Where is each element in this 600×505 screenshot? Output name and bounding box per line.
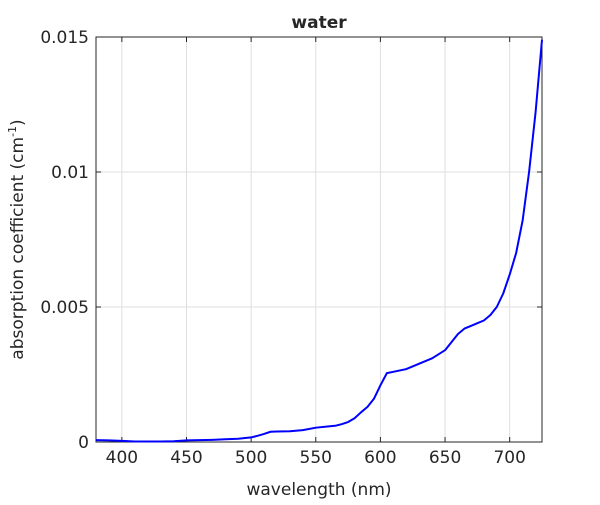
y-tick-label: 0.015 <box>40 28 89 48</box>
plot-frame <box>95 36 543 443</box>
x-tick-label: 500 <box>235 448 267 468</box>
x-tick-label: 400 <box>106 448 138 468</box>
x-axis-label: wavelength (nm) <box>246 480 391 500</box>
y-axis-label-prefix: absorption coefficient (cm <box>8 137 28 360</box>
ticks: 400 450 500 550 600 650 700 0 0.005 0.01 0.015 <box>40 28 542 468</box>
x-tick-label: 450 <box>170 448 202 468</box>
grid <box>96 36 542 443</box>
x-tick-label: 550 <box>300 448 332 468</box>
y-axis-label-superscript: -1 <box>6 126 19 137</box>
x-tick-label: 600 <box>364 448 396 468</box>
series-layer <box>95 39 543 443</box>
y-tick-label: 0.01 <box>51 163 89 183</box>
series-line <box>95 39 543 443</box>
chart-title: water <box>291 13 347 33</box>
y-axis-label: absorption coefficient (cm-1) <box>6 119 28 359</box>
y-tick-label: 0.005 <box>40 298 89 318</box>
x-tick-label: 700 <box>493 448 525 468</box>
y-tick-label: 0 <box>78 433 89 453</box>
y-axis-label-suffix: ) <box>8 119 28 126</box>
x-tick-label: 650 <box>429 448 461 468</box>
